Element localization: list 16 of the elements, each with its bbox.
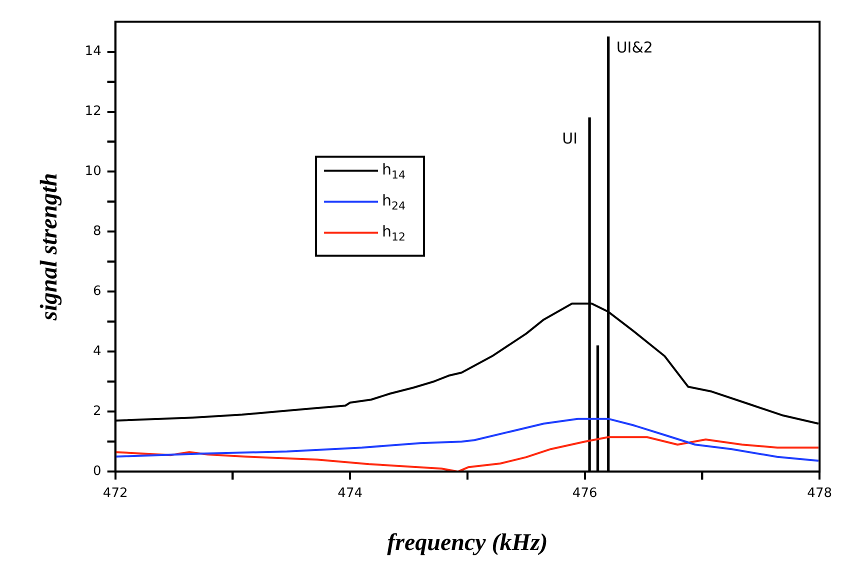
- y-tick-label: 14: [84, 44, 102, 60]
- y-tick-label: 8: [93, 224, 102, 240]
- y-tick-label: 2: [93, 404, 102, 419]
- y-tick-label: 6: [93, 284, 102, 300]
- annotation: UI&2: [616, 38, 653, 57]
- y-tick-label: 10: [84, 164, 102, 180]
- x-tick-label: 478: [807, 486, 832, 501]
- y-axis-title: signal strength: [36, 173, 63, 322]
- y-tick-label: 4: [93, 344, 102, 360]
- annotation: UI: [562, 130, 578, 148]
- y-tick-label: 12: [84, 104, 102, 120]
- x-axis-title: frequency (kHz): [387, 530, 548, 556]
- y-tick-label: 0: [93, 464, 102, 479]
- x-tick-label: 472: [102, 486, 128, 501]
- x-tick-label: 476: [572, 486, 598, 501]
- x-tick-label: 474: [338, 486, 363, 501]
